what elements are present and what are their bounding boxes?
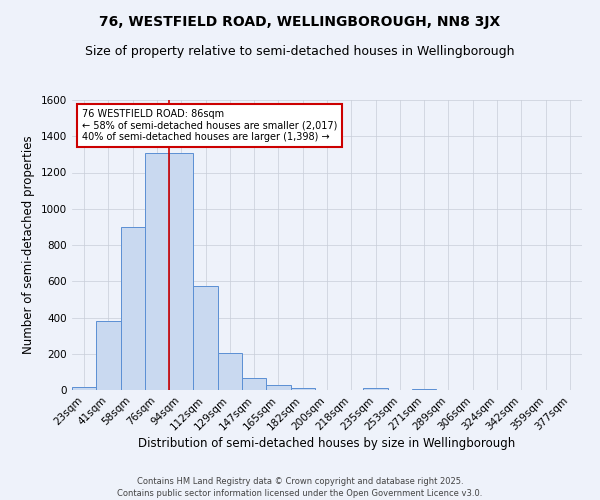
Bar bbox=[193, 286, 218, 390]
Text: Size of property relative to semi-detached houses in Wellingborough: Size of property relative to semi-detach… bbox=[85, 45, 515, 58]
Text: 76 WESTFIELD ROAD: 86sqm
← 58% of semi-detached houses are smaller (2,017)
40% o: 76 WESTFIELD ROAD: 86sqm ← 58% of semi-d… bbox=[82, 108, 338, 142]
X-axis label: Distribution of semi-detached houses by size in Wellingborough: Distribution of semi-detached houses by … bbox=[139, 438, 515, 450]
Bar bbox=[266, 385, 290, 390]
Bar bbox=[145, 152, 169, 390]
Bar bbox=[290, 388, 315, 390]
Bar bbox=[242, 378, 266, 390]
Bar bbox=[412, 388, 436, 390]
Text: 76, WESTFIELD ROAD, WELLINGBOROUGH, NN8 3JX: 76, WESTFIELD ROAD, WELLINGBOROUGH, NN8 … bbox=[100, 15, 500, 29]
Bar bbox=[121, 227, 145, 390]
Bar bbox=[96, 321, 121, 390]
Bar bbox=[169, 152, 193, 390]
Text: Contains HM Land Registry data © Crown copyright and database right 2025.
Contai: Contains HM Land Registry data © Crown c… bbox=[118, 476, 482, 498]
Bar bbox=[218, 353, 242, 390]
Y-axis label: Number of semi-detached properties: Number of semi-detached properties bbox=[22, 136, 35, 354]
Bar bbox=[364, 388, 388, 390]
Bar bbox=[72, 386, 96, 390]
